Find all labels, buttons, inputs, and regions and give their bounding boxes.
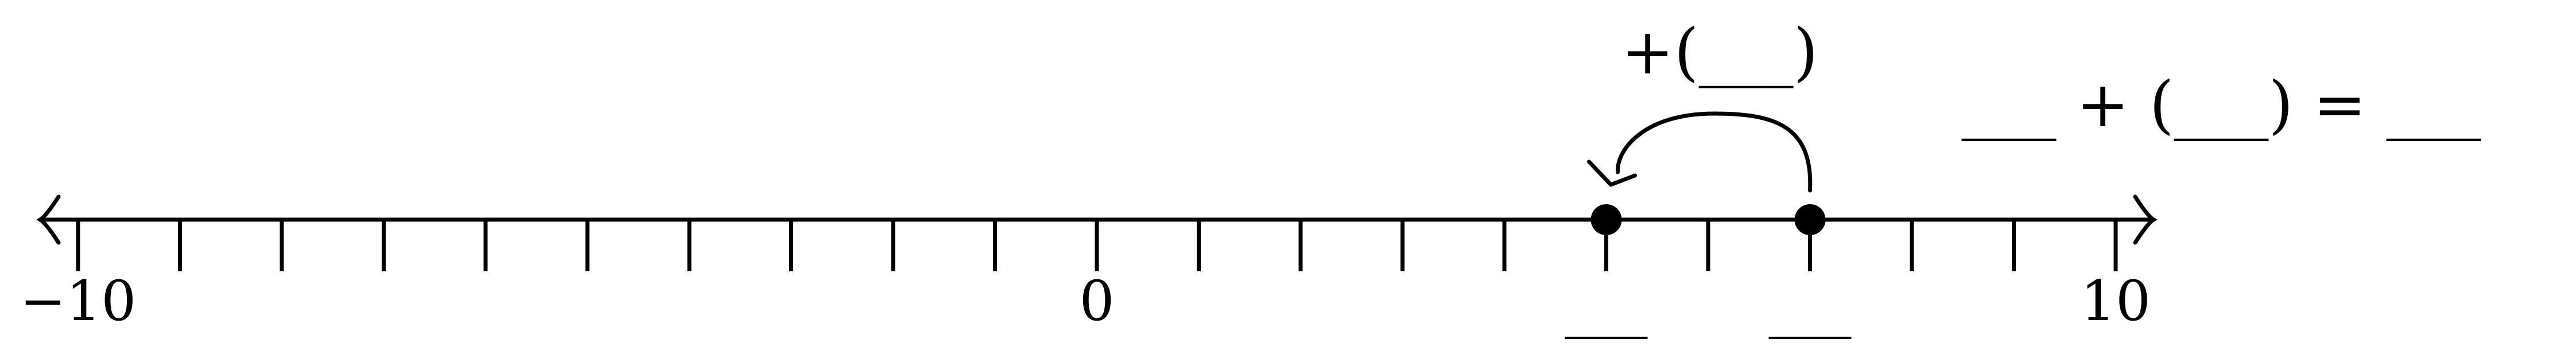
jump-arrowhead [1587, 159, 1637, 187]
tick-label-10: 10 [2081, 269, 2151, 333]
left-arrowhead [36, 194, 61, 245]
jump-label: +(___) [1621, 15, 1818, 88]
tick-label-0: 0 [1079, 269, 1114, 333]
point-start [1590, 204, 1622, 235]
tick-label-neg10: −10 [20, 269, 137, 333]
jump-arc [1615, 111, 1813, 193]
plotted-points: ___ ___ [1565, 204, 1852, 339]
tick-marks [76, 220, 2118, 271]
jump-arrow: +(___) [1587, 15, 1818, 193]
equation-text: ___ + (___) = ___ [1961, 68, 2481, 141]
point-end [1794, 204, 1826, 235]
point-blank-label: ___ [1565, 275, 1648, 339]
right-arrowhead [2133, 194, 2158, 245]
tick-labels: −10 0 10 [20, 269, 2151, 333]
point-blank-label: ___ [1769, 275, 1852, 339]
